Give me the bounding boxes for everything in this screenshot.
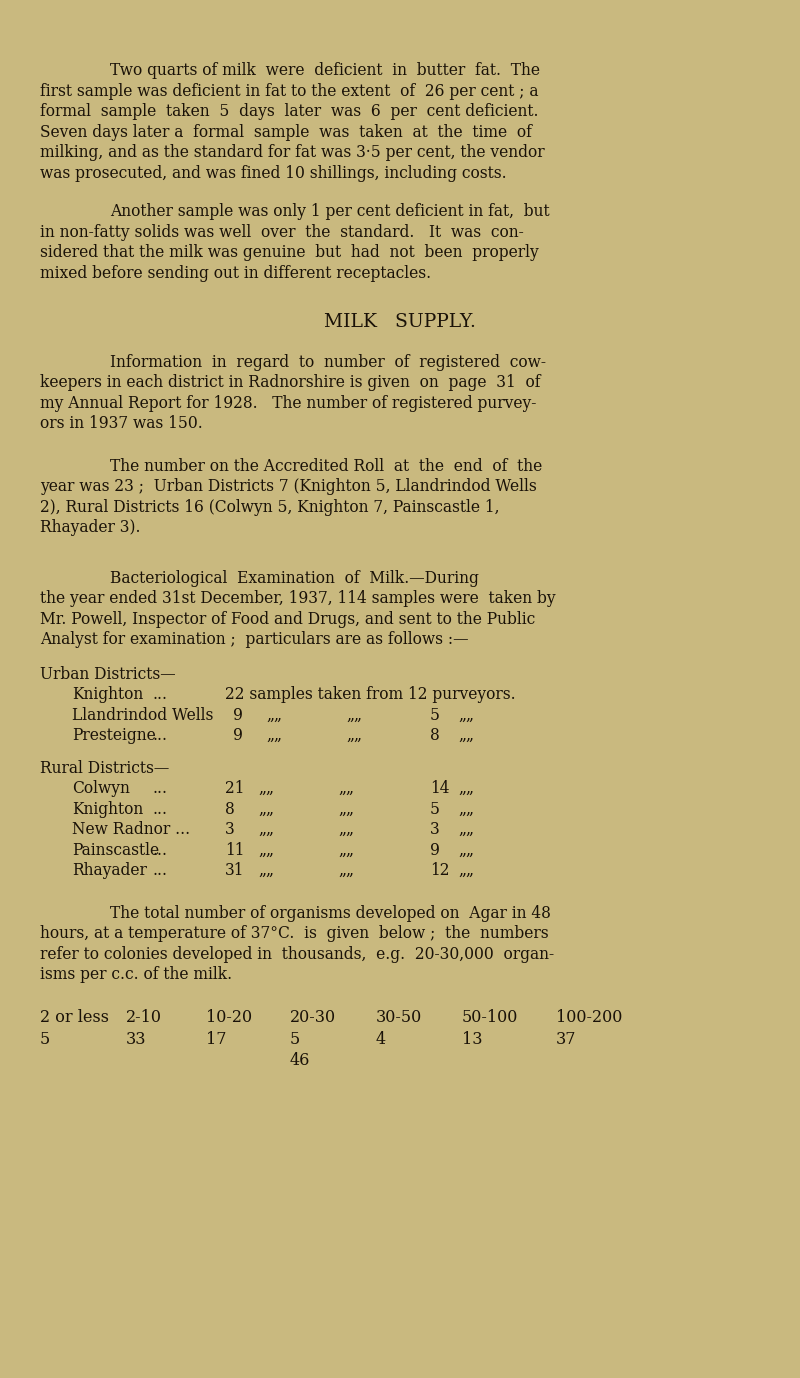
Text: ...: ... (152, 801, 167, 817)
Text: 37: 37 (556, 1031, 577, 1049)
Text: Mr. Powell, Inspector of Food and Drugs, and sent to the Public: Mr. Powell, Inspector of Food and Drugs,… (40, 610, 535, 627)
Text: Knighton: Knighton (72, 686, 143, 703)
Text: The total number of organisms developed on  Agar in 48: The total number of organisms developed … (110, 904, 551, 922)
Text: „„: „„ (258, 842, 274, 858)
Text: MILK   SUPPLY.: MILK SUPPLY. (324, 313, 476, 331)
Text: Llandrindod Wells: Llandrindod Wells (72, 707, 214, 723)
Text: „„: „„ (338, 863, 354, 879)
Text: Knighton: Knighton (72, 801, 143, 817)
Text: ...: ... (152, 728, 167, 744)
Text: milking, and as the standard for fat was 3·5 per cent, the vendor: milking, and as the standard for fat was… (40, 143, 545, 161)
Text: „„: „„ (258, 780, 274, 796)
Text: 11: 11 (225, 842, 245, 858)
Text: „„: „„ (258, 821, 274, 838)
Text: Painscastle: Painscastle (72, 842, 159, 858)
Text: 12: 12 (430, 863, 450, 879)
Text: ors in 1937 was 150.: ors in 1937 was 150. (40, 415, 202, 431)
Text: „„: „„ (346, 728, 362, 744)
Text: 13: 13 (462, 1031, 482, 1049)
Text: my Annual Report for 1928.   The number of registered purvey-: my Annual Report for 1928. The number of… (40, 394, 536, 412)
Text: Analyst for examination ;  particulars are as follows :—: Analyst for examination ; particulars ar… (40, 631, 469, 648)
Text: Rural Districts—: Rural Districts— (40, 759, 170, 776)
Text: isms per c.c. of the milk.: isms per c.c. of the milk. (40, 966, 232, 983)
Text: New Radnor ...: New Radnor ... (72, 821, 190, 838)
Text: „„: „„ (458, 801, 474, 817)
Text: „„: „„ (266, 728, 282, 744)
Text: „„: „„ (458, 707, 474, 723)
Text: „„: „„ (338, 842, 354, 858)
Text: ...: ... (152, 863, 167, 879)
Text: Urban Districts—: Urban Districts— (40, 666, 176, 682)
Text: 5: 5 (430, 707, 440, 723)
Text: ...: ... (152, 686, 167, 703)
Text: 5: 5 (290, 1031, 300, 1049)
Text: Two quarts of milk  were  deficient  in  butter  fat.  The: Two quarts of milk were deficient in but… (110, 62, 540, 79)
Text: 4: 4 (376, 1031, 386, 1049)
Text: Information  in  regard  to  number  of  registered  cow-: Information in regard to number of regis… (110, 354, 546, 371)
Text: ...: ... (152, 780, 167, 796)
Text: 9: 9 (233, 728, 243, 744)
Text: 30-50: 30-50 (376, 1009, 422, 1025)
Text: Seven days later a  formal  sample  was  taken  at  the  time  of: Seven days later a formal sample was tak… (40, 124, 532, 141)
Text: in non-fatty solids was well  over  the  standard.   It  was  con-: in non-fatty solids was well over the st… (40, 223, 524, 241)
Text: 100-200: 100-200 (556, 1009, 622, 1025)
Text: hours, at a temperature of 37°C.  is  given  below ;  the  numbers: hours, at a temperature of 37°C. is give… (40, 925, 549, 943)
Text: „„: „„ (258, 863, 274, 879)
Text: „„: „„ (346, 707, 362, 723)
Text: Presteigne: Presteigne (72, 728, 156, 744)
Text: The number on the Accredited Roll  at  the  end  of  the: The number on the Accredited Roll at the… (110, 457, 542, 474)
Text: formal  sample  taken  5  days  later  was  6  per  cent deficient.: formal sample taken 5 days later was 6 p… (40, 103, 538, 120)
Text: 21: 21 (225, 780, 245, 796)
Text: „„: „„ (458, 728, 474, 744)
Text: „„: „„ (266, 707, 282, 723)
Text: 14: 14 (430, 780, 450, 796)
Text: „„: „„ (458, 780, 474, 796)
Text: 3: 3 (430, 821, 440, 838)
Text: 2), Rural Districts 16 (Colwyn 5, Knighton 7, Painscastle 1,: 2), Rural Districts 16 (Colwyn 5, Knight… (40, 499, 499, 515)
Text: 8: 8 (430, 728, 440, 744)
Text: 22 samples taken from 12 purveyors.: 22 samples taken from 12 purveyors. (225, 686, 516, 703)
Text: keepers in each district in Radnorshire is given  on  page  31  of: keepers in each district in Radnorshire … (40, 373, 541, 391)
Text: 2-10: 2-10 (126, 1009, 162, 1025)
Text: was prosecuted, and was fined 10 shillings, including costs.: was prosecuted, and was fined 10 shillin… (40, 164, 506, 182)
Text: mixed before sending out in different receptacles.: mixed before sending out in different re… (40, 265, 431, 281)
Text: 9: 9 (430, 842, 440, 858)
Text: „„: „„ (338, 821, 354, 838)
Text: Colwyn: Colwyn (72, 780, 130, 796)
Text: 3: 3 (225, 821, 234, 838)
Text: 46: 46 (290, 1051, 310, 1068)
Text: 9: 9 (233, 707, 243, 723)
Text: refer to colonies developed in  thousands,  e.g.  20-30,000  organ-: refer to colonies developed in thousands… (40, 945, 554, 962)
Text: 33: 33 (126, 1031, 146, 1049)
Text: „„: „„ (458, 842, 474, 858)
Text: first sample was deficient in fat to the extent  of  26 per cent ; a: first sample was deficient in fat to the… (40, 83, 538, 99)
Text: 31: 31 (225, 863, 245, 879)
Text: the year ended 31st December, 1937, 114 samples were  taken by: the year ended 31st December, 1937, 114 … (40, 590, 556, 606)
Text: 10-20: 10-20 (206, 1009, 252, 1025)
Text: 2 or less: 2 or less (40, 1009, 109, 1025)
Text: Rhayader: Rhayader (72, 863, 147, 879)
Text: 5: 5 (40, 1031, 50, 1049)
Text: „„: „„ (258, 801, 274, 817)
Text: 17: 17 (206, 1031, 226, 1049)
Text: „„: „„ (458, 863, 474, 879)
Text: 20-30: 20-30 (290, 1009, 336, 1025)
Text: Bacteriological  Examination  of  Milk.—During: Bacteriological Examination of Milk.—Dur… (110, 569, 479, 587)
Text: Rhayader 3).: Rhayader 3). (40, 520, 141, 536)
Text: „„: „„ (338, 801, 354, 817)
Text: Another sample was only 1 per cent deficient in fat,  but: Another sample was only 1 per cent defic… (110, 203, 550, 220)
Text: sidered that the milk was genuine  but  had  not  been  properly: sidered that the milk was genuine but ha… (40, 244, 538, 260)
Text: year was 23 ;  Urban Districts 7 (Knighton 5, Llandrindod Wells: year was 23 ; Urban Districts 7 (Knighto… (40, 478, 537, 495)
Text: 50-100: 50-100 (462, 1009, 518, 1025)
Text: ...: ... (152, 842, 167, 858)
Text: 8: 8 (225, 801, 234, 817)
Text: „„: „„ (338, 780, 354, 796)
Text: 5: 5 (430, 801, 440, 817)
Text: „„: „„ (458, 821, 474, 838)
